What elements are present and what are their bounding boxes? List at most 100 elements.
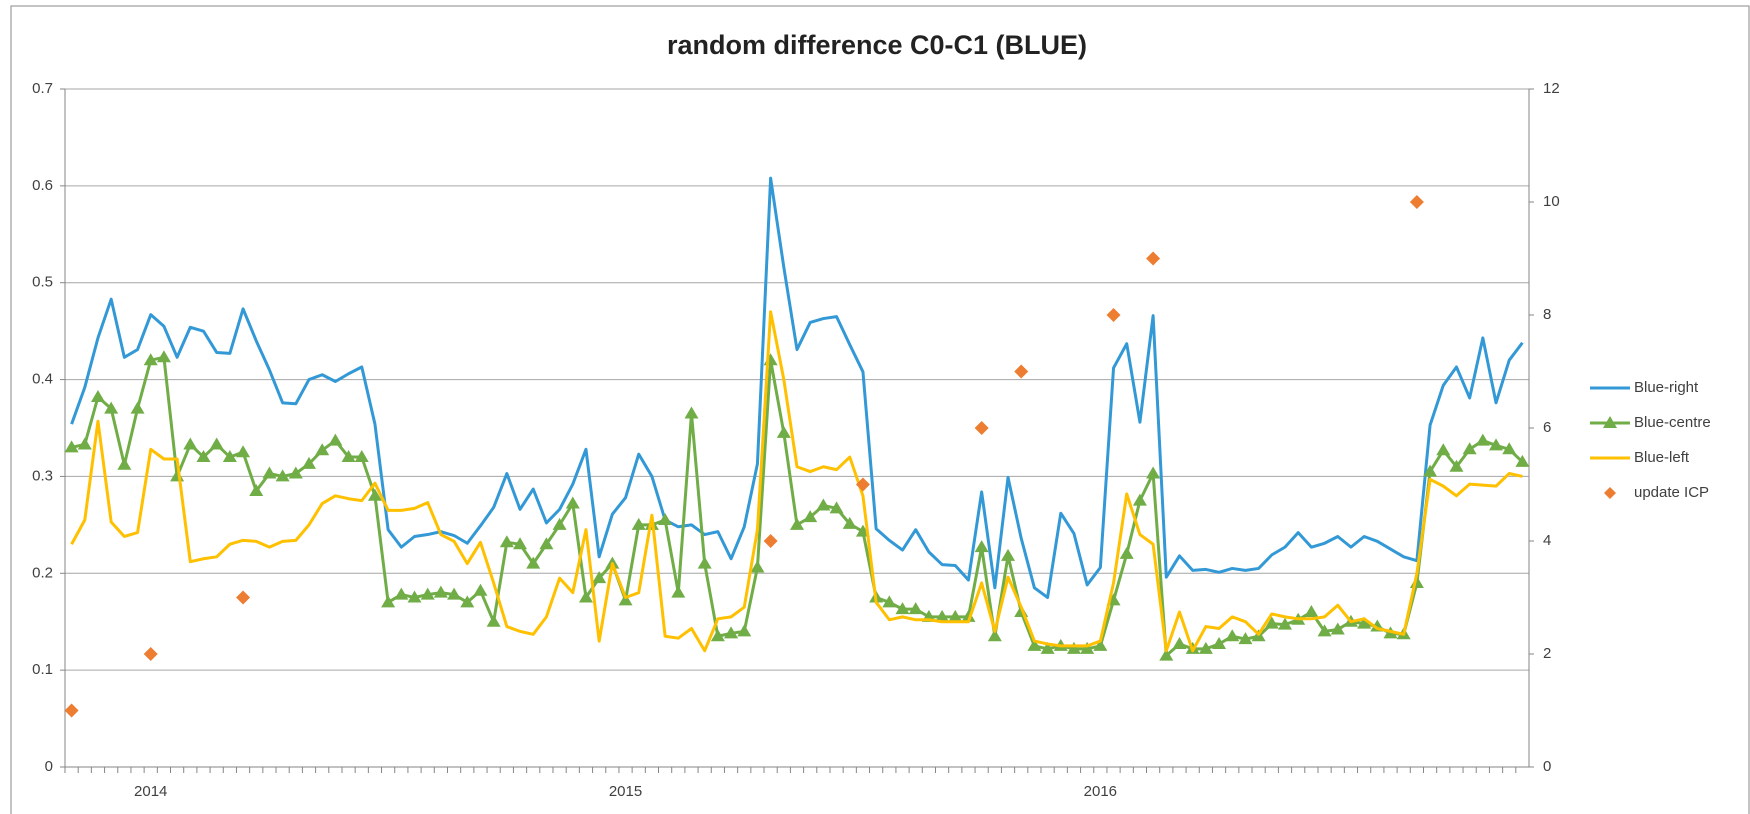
data-point xyxy=(1225,629,1240,642)
data-point xyxy=(1014,364,1029,379)
data-point xyxy=(236,445,251,458)
data-point xyxy=(803,510,818,523)
data-point xyxy=(130,401,145,414)
data-point xyxy=(987,629,1002,642)
data-point xyxy=(143,647,158,661)
data-point xyxy=(1146,251,1161,266)
legend-marker xyxy=(1604,487,1616,499)
legend-marker xyxy=(1603,416,1617,428)
data-point xyxy=(631,517,646,530)
y-tick-label: 0.3 xyxy=(32,467,53,484)
legend-label: Blue-centre xyxy=(1634,414,1711,431)
y-tick-label: 0.6 xyxy=(32,177,53,194)
y2-tick-label: 4 xyxy=(1543,532,1551,549)
data-point xyxy=(697,556,712,569)
data-point xyxy=(64,440,79,453)
data-point xyxy=(592,571,607,584)
data-point xyxy=(618,593,633,606)
data-point xyxy=(1357,616,1372,629)
y-tick-label: 0.2 xyxy=(32,564,53,581)
chart-frame xyxy=(10,5,1750,814)
data-point xyxy=(1238,632,1253,645)
data-point xyxy=(315,443,330,456)
data-point xyxy=(433,585,448,598)
data-point xyxy=(855,477,870,492)
data-point xyxy=(1027,638,1042,651)
data-point xyxy=(1066,641,1081,654)
data-point xyxy=(974,540,989,553)
data-point xyxy=(565,496,580,509)
data-point xyxy=(90,390,105,403)
data-point xyxy=(1436,443,1451,456)
data-point xyxy=(473,583,488,596)
data-point xyxy=(499,535,514,548)
data-point xyxy=(328,433,343,446)
data-point xyxy=(196,450,211,463)
data-point xyxy=(104,401,119,414)
data-point xyxy=(750,560,765,573)
data-point xyxy=(737,624,752,637)
data-point xyxy=(895,602,910,615)
data-point xyxy=(974,421,989,435)
y-tick-label: 0 xyxy=(45,758,53,775)
data-point xyxy=(671,585,686,598)
data-point xyxy=(790,517,804,530)
data-point xyxy=(1001,548,1016,561)
data-point xyxy=(1146,466,1161,479)
data-point xyxy=(684,406,699,419)
data-point xyxy=(1423,464,1438,477)
y2-tick-label: 2 xyxy=(1543,645,1551,662)
chart-title: random difference C0-C1 (BLUE) xyxy=(667,30,1087,60)
data-point xyxy=(1198,641,1213,654)
data-point xyxy=(1119,546,1134,559)
data-point xyxy=(420,587,435,600)
data-point xyxy=(156,350,171,363)
data-point xyxy=(882,595,897,608)
data-point xyxy=(1212,636,1227,649)
y2-tick-label: 0 xyxy=(1543,758,1551,775)
data-point xyxy=(77,437,92,450)
data-point xyxy=(658,513,673,526)
data-point xyxy=(209,437,224,450)
data-point xyxy=(354,450,369,463)
data-point xyxy=(341,450,356,463)
data-point xyxy=(262,466,277,479)
data-point xyxy=(935,609,950,622)
data-point xyxy=(513,537,528,550)
data-point xyxy=(710,629,725,642)
data-point xyxy=(1462,442,1477,455)
data-point xyxy=(1040,641,1055,654)
data-point xyxy=(539,537,554,550)
data-point xyxy=(1502,442,1517,455)
data-point xyxy=(763,534,778,548)
data-point xyxy=(1515,454,1530,467)
data-point xyxy=(1278,617,1292,630)
data-point xyxy=(143,353,158,366)
y-tick-label: 0.4 xyxy=(32,371,53,388)
data-point xyxy=(1317,624,1332,637)
data-point xyxy=(460,595,475,608)
data-point xyxy=(236,590,251,605)
data-point xyxy=(526,556,541,569)
data-point xyxy=(908,602,923,615)
data-point xyxy=(183,437,198,450)
data-point xyxy=(724,626,739,639)
data-point xyxy=(367,488,382,501)
legend-label: Blue-right xyxy=(1634,379,1699,396)
data-point xyxy=(1489,438,1504,451)
data-point xyxy=(1172,636,1187,649)
series-line xyxy=(70,176,1524,599)
x-tick-label: 2016 xyxy=(1084,783,1117,800)
y-tick-label: 0.1 xyxy=(32,661,53,678)
y2-tick-label: 6 xyxy=(1543,419,1551,436)
y2-tick-label: 8 xyxy=(1543,306,1551,323)
legend-label: Blue-left xyxy=(1634,449,1690,466)
data-point xyxy=(552,517,567,530)
x-tick-label: 2015 xyxy=(609,783,642,800)
y-tick-label: 0.5 xyxy=(32,274,53,291)
data-point xyxy=(486,614,501,627)
data-point xyxy=(1159,648,1174,661)
x-tick-label: 2014 xyxy=(134,783,167,800)
data-point xyxy=(1475,433,1490,446)
